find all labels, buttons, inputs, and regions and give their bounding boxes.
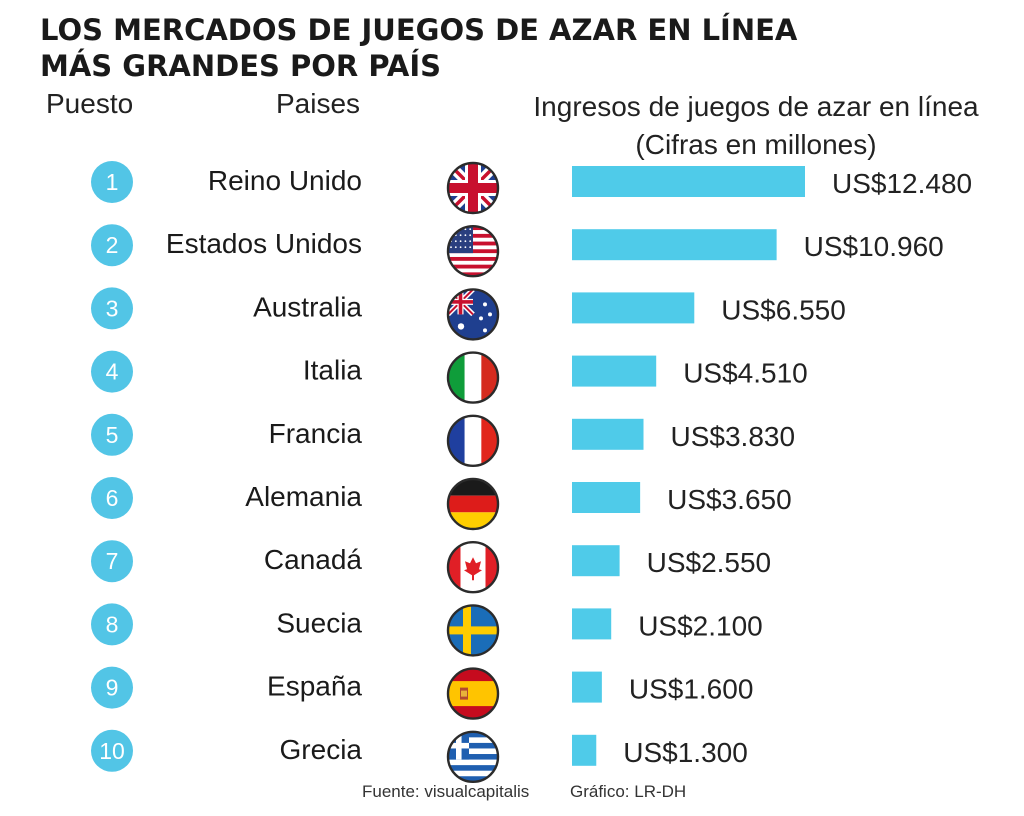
country-label: Suecia [276,607,362,638]
chart-row: 6 Alemania US$3.650 [91,477,792,531]
rank-label: 1 [106,169,119,195]
country-label: Canadá [264,544,363,575]
value-label: US$4.510 [683,358,808,389]
country-label: Estados Unidos [166,228,362,259]
rank-circle [91,477,133,519]
credit-note: Gráfico: LR-DH [570,782,687,801]
rank-circle [91,224,133,267]
rank-label: 6 [106,485,119,511]
bar [572,545,620,577]
country-label: Grecia [280,734,363,765]
rank-label: 8 [106,611,119,637]
sweden-flag-icon [446,604,500,657]
rank-circle [91,413,133,456]
rank-label: 7 [106,548,119,574]
chart-row: 4 Italia US$4.510 [91,350,808,404]
chart-row: 9 España US$1.600 [91,666,754,720]
rank-circle [91,350,133,393]
value-label: US$6.550 [721,294,846,325]
bar [572,734,597,766]
bar [572,418,644,450]
rank-circle [91,161,133,203]
rank-label: 10 [99,738,125,764]
title-line-1: LOS MERCADOS DE JUEGOS DE AZAR EN LÍNEA [40,13,798,47]
source-note: Fuente: visualcapitalis [362,782,530,801]
us-flag-icon [446,224,500,278]
title-line-2: MÁS GRANDES POR PAÍS [40,49,442,83]
rank-label: 2 [106,232,119,258]
country-label: España [267,671,362,702]
chart-row: 3 Australia US$6.550 [91,287,846,341]
greece-flag-icon [446,730,500,783]
chart-title: LOS MERCADOS DE JUEGOS DE AZAR EN LÍNEA … [40,12,940,84]
chart-row: 7 Canadá US$2.550 [91,540,772,594]
value-label: US$1.300 [623,737,748,768]
france-flag-icon [446,414,500,467]
bar [572,229,777,261]
country-column-header: Paises [276,88,361,119]
value-label: US$2.100 [638,610,763,641]
rank-label: 5 [106,422,119,448]
rank-column-header: Puesto [46,88,134,119]
country-label: Italia [303,355,363,386]
bar [572,355,657,387]
spain-flag-icon [446,667,500,720]
chart-row: 5 Francia US$3.830 [91,413,796,467]
value-label: US$12.480 [832,168,972,199]
country-label: Reino Unido [208,165,362,196]
uk-flag-icon [446,161,500,215]
country-label: Australia [253,291,362,322]
bar [572,608,612,640]
chart-row: 8 Suecia US$2.100 [91,603,763,657]
bar [572,671,602,703]
value-label: US$3.830 [671,421,796,452]
bar [572,166,805,197]
bar [572,292,695,324]
germany-flag-icon [446,477,500,531]
chart-row: 1 Reino Unido US$12.480 [91,161,972,215]
italy-flag-icon [446,351,500,404]
value-label: US$3.650 [667,484,792,515]
rank-circle [91,540,133,583]
canada-flag-icon [446,541,500,594]
value-label: US$2.550 [647,547,772,578]
bar [572,482,641,513]
revenue-header-line-2: (Cifras en millones) [635,129,877,160]
value-label: US$10.960 [804,231,944,262]
rank-circle [91,287,133,330]
country-label: Alemania [245,481,362,512]
rank-circle [91,603,133,646]
country-label: Francia [269,418,363,449]
rank-label: 4 [106,359,119,385]
australia-flag-icon [446,288,500,341]
chart-row: 10 Grecia US$1.300 [91,729,748,783]
chart-row: 2 Estados Unidos US$10.960 [91,224,944,278]
rank-label: 9 [106,675,119,701]
rank-circle [91,666,133,709]
revenue-header-line-1: Ingresos de juegos de azar en línea [533,91,979,122]
rank-circle [91,729,133,772]
value-label: US$1.600 [629,674,754,705]
rank-label: 3 [106,295,119,321]
revenue-column-header: Ingresos de juegos de azar en línea (Cif… [516,88,996,164]
